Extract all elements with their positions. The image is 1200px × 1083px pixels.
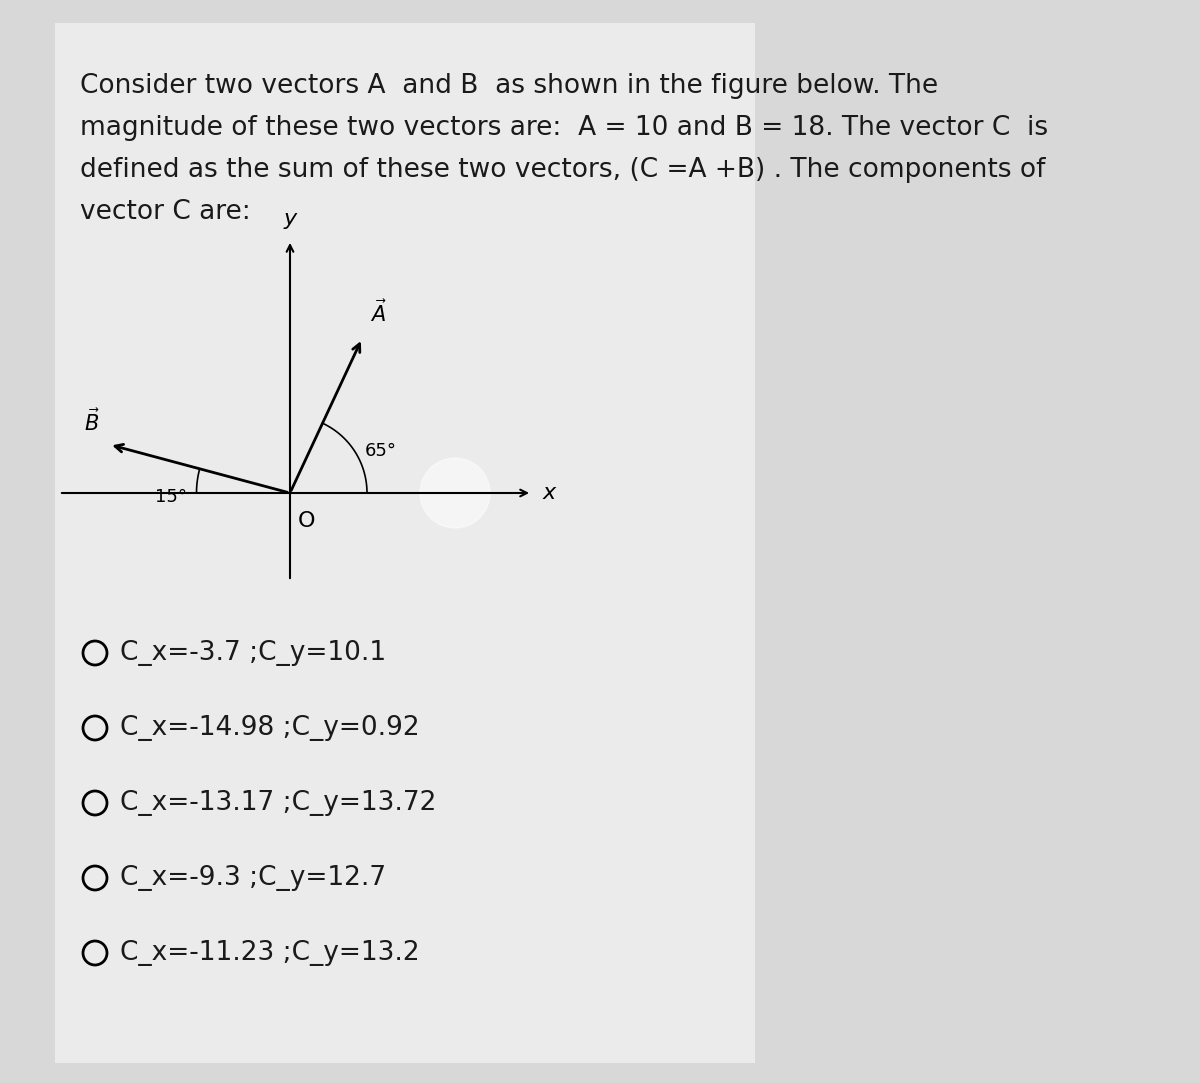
Text: Consider two vectors A  and B  as shown in the figure below. The: Consider two vectors A and B as shown in… (80, 73, 938, 99)
Text: O: O (298, 511, 316, 531)
Text: magnitude of these two vectors are:  A = 10 and B = 18. The vector C  is: magnitude of these two vectors are: A = … (80, 115, 1048, 141)
Text: C_x=-3.7 ;C_y=10.1: C_x=-3.7 ;C_y=10.1 (120, 640, 386, 666)
Text: C_x=-13.17 ;C_y=13.72: C_x=-13.17 ;C_y=13.72 (120, 790, 437, 815)
Text: $\vec{B}$: $\vec{B}$ (84, 408, 100, 434)
Text: 15°: 15° (156, 488, 187, 506)
Text: vector C are:: vector C are: (80, 199, 251, 225)
Text: x: x (542, 483, 556, 503)
Text: 65°: 65° (365, 442, 397, 460)
Text: y: y (283, 209, 296, 229)
Circle shape (420, 458, 490, 529)
Text: C_x=-9.3 ;C_y=12.7: C_x=-9.3 ;C_y=12.7 (120, 865, 386, 891)
Text: C_x=-14.98 ;C_y=0.92: C_x=-14.98 ;C_y=0.92 (120, 715, 420, 741)
FancyBboxPatch shape (55, 23, 755, 1064)
Text: $\vec{A}$: $\vec{A}$ (370, 300, 388, 326)
Text: defined as the sum of these two vectors, (C =A +B) . The components of: defined as the sum of these two vectors,… (80, 157, 1045, 183)
Text: C_x=-11.23 ;C_y=13.2: C_x=-11.23 ;C_y=13.2 (120, 940, 420, 966)
